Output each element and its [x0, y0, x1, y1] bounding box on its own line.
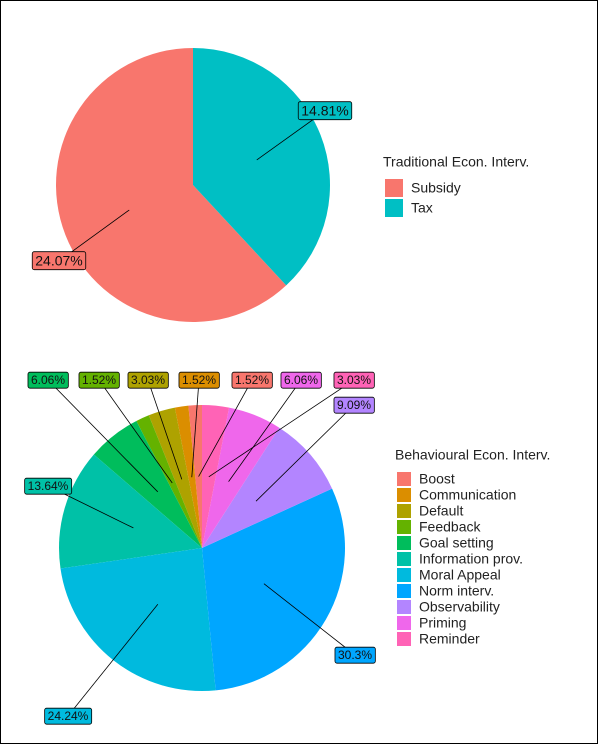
legend-key	[397, 472, 411, 486]
label-box	[31, 251, 87, 271]
legend-key	[385, 199, 403, 217]
leader-line	[198, 379, 253, 477]
pie-slice	[60, 548, 216, 691]
label-box	[24, 477, 73, 495]
legend-key	[397, 552, 411, 566]
pie-slice	[93, 420, 202, 548]
leader-line	[228, 379, 302, 482]
pie-slice	[56, 48, 287, 322]
legend-label: Information prov.	[419, 551, 523, 567]
legend-label: Reminder	[419, 631, 480, 647]
legend-key	[397, 504, 411, 518]
legend-key	[397, 616, 411, 630]
legend-key	[397, 520, 411, 534]
label-box	[280, 371, 322, 389]
pie-slice	[58, 454, 202, 569]
legend-label: Default	[419, 503, 463, 519]
legend-label: Goal setting	[419, 535, 494, 551]
legend-key	[397, 488, 411, 502]
legend-key	[397, 536, 411, 550]
label-box	[27, 371, 69, 389]
data-label: 24.24%	[48, 709, 89, 723]
legend-label: Observability	[419, 599, 500, 615]
leader-line	[67, 603, 159, 717]
label-box	[178, 371, 220, 389]
legend-key	[397, 584, 411, 598]
legend-key	[397, 568, 411, 582]
data-label: 3.03%	[337, 373, 371, 387]
legend-label: Boost	[419, 471, 455, 487]
data-label: 13.64%	[28, 479, 69, 493]
legend-key	[385, 179, 403, 197]
pie-slice	[202, 488, 345, 691]
legend-label: Tax	[411, 200, 433, 216]
leader-line	[98, 379, 173, 484]
legend-label: Priming	[419, 615, 466, 631]
data-label: 1.52%	[235, 373, 269, 387]
legend-label: Moral Appeal	[419, 567, 501, 583]
data-label: 24.07%	[35, 253, 82, 269]
leader-line	[47, 379, 159, 493]
data-label: 1.52%	[82, 373, 116, 387]
leader-line	[255, 404, 355, 502]
label-box	[334, 646, 376, 664]
legend-title: Traditional Econ. Interv.	[383, 154, 529, 170]
data-label: 14.81%	[301, 103, 348, 119]
label-box	[231, 371, 273, 389]
leader-line	[263, 583, 356, 656]
pie-slice	[202, 427, 333, 548]
legend-title: Behavioural Econ. Interv.	[395, 447, 550, 463]
leader-line	[208, 379, 355, 478]
legend-label: Communication	[419, 487, 516, 503]
leader-line	[191, 379, 200, 478]
data-label: 9.09%	[337, 398, 371, 412]
pie-slice	[202, 405, 230, 548]
label-box	[78, 371, 120, 389]
legend-label: Norm interv.	[419, 583, 494, 599]
data-label: 3.03%	[131, 373, 165, 387]
pie-slice	[188, 405, 202, 548]
legend-label: Feedback	[419, 519, 481, 535]
label-box	[333, 396, 375, 414]
legend-label: Subsidy	[411, 180, 461, 196]
pie-slice	[136, 415, 202, 548]
label-box	[333, 371, 375, 389]
data-label: 6.06%	[31, 373, 65, 387]
label-box	[127, 371, 169, 389]
leader-line	[147, 379, 183, 480]
label-box	[297, 101, 353, 121]
data-label: 1.52%	[182, 373, 216, 387]
legend-key	[397, 600, 411, 614]
legend-key	[397, 632, 411, 646]
data-label: 6.06%	[284, 373, 318, 387]
pie-slice	[193, 48, 330, 286]
label-box	[44, 707, 93, 725]
pie-slice	[148, 407, 202, 548]
data-label: 30.3%	[338, 648, 372, 662]
pie-slice	[174, 405, 202, 548]
